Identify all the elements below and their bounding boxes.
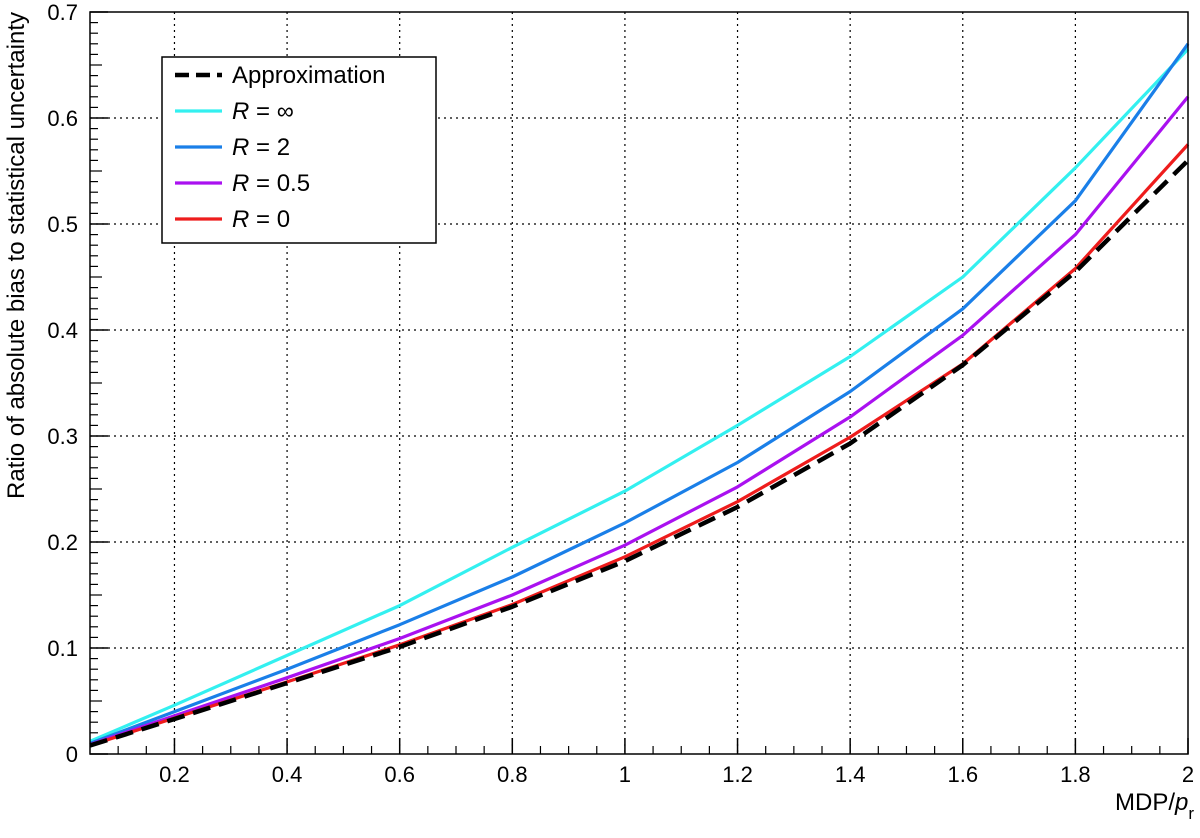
- legend-label: R = ∞: [232, 98, 294, 125]
- y-axis-title: Ratio of absolute bias to statistical un…: [3, 12, 30, 499]
- x-tick-label: 1.6: [947, 762, 978, 787]
- y-tick-label: 0.1: [47, 636, 78, 661]
- legend-label: R = 0: [232, 206, 290, 233]
- axis-ticks: [90, 11, 1189, 755]
- legend-box: [161, 56, 437, 244]
- x-tick-label: 0.2: [159, 762, 190, 787]
- y-tick-label: 0: [66, 742, 78, 767]
- y-tick-label: 0.5: [47, 212, 78, 237]
- legend-label: Approximation: [232, 62, 385, 89]
- x-tick-label: 1: [619, 762, 631, 787]
- legend-label: R = 2: [232, 134, 290, 161]
- y-tick-label: 0.3: [47, 424, 78, 449]
- grid: [90, 12, 1188, 754]
- series-line: [89, 42, 1190, 745]
- x-tick-label: 1.8: [1060, 762, 1091, 787]
- x-axis-title: MDP/pr: [1115, 789, 1194, 823]
- tick-labels: 0.2 0.4 0.6 0.8 1 1.2 1.4 1.6 1.8 2 0 0.1 0.2 0.3 0.4 0…: [47, 0, 1194, 787]
- legend: Approximation R = ∞ R = 2 R = 0.5 R = 0: [161, 56, 437, 244]
- y-tick-label: 0.6: [47, 106, 78, 131]
- y-tick-label: 0.4: [47, 318, 78, 343]
- x-tick-label: 1.4: [835, 762, 866, 787]
- x-tick-label: 0.4: [272, 762, 303, 787]
- series-lines: [89, 42, 1190, 748]
- y-tick-label: 0.7: [47, 0, 78, 25]
- x-tick-label: 0.6: [384, 762, 415, 787]
- series-line: [89, 95, 1190, 747]
- series-line: [89, 47, 1190, 743]
- y-tick-label: 0.2: [47, 530, 78, 555]
- x-tick-label: 0.8: [497, 762, 528, 787]
- series-line: [89, 158, 1190, 748]
- legend-label: R = 0.5: [232, 170, 310, 197]
- x-tick-label: 2: [1182, 762, 1194, 787]
- x-tick-label: 1.2: [722, 762, 753, 787]
